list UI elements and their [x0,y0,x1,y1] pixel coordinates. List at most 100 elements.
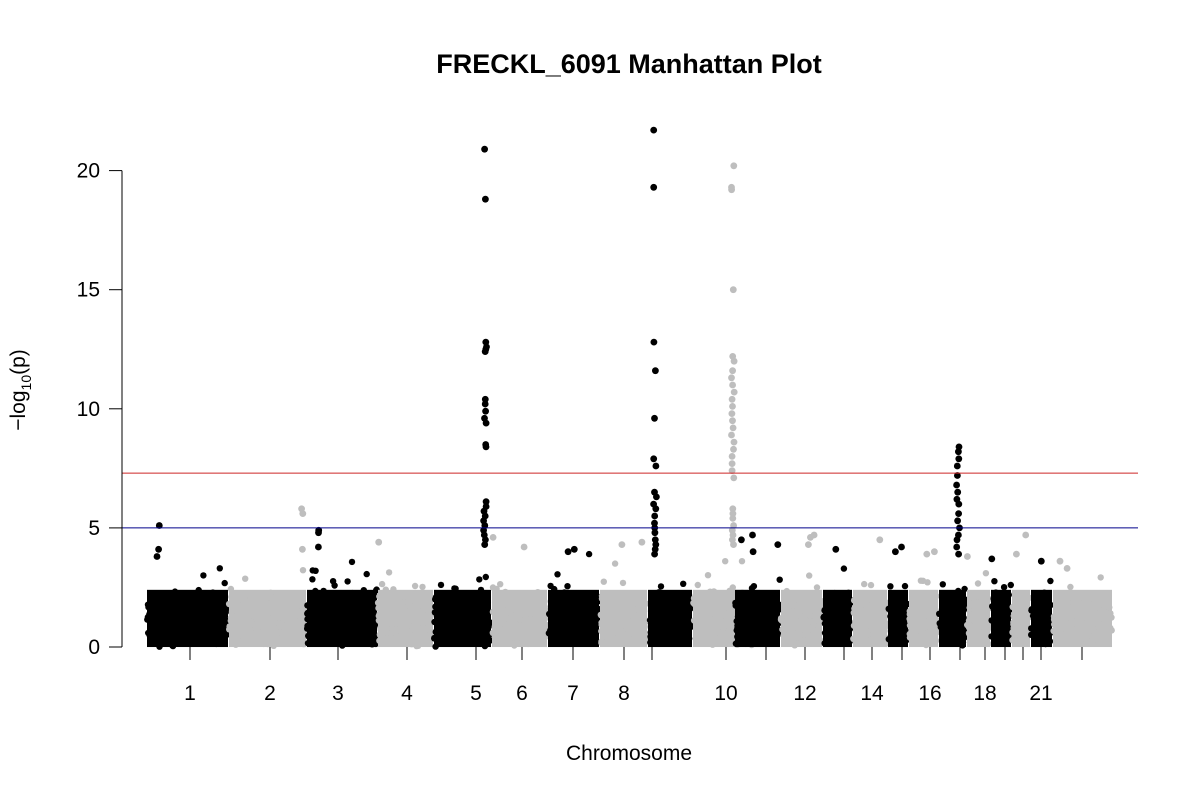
snp-point [162,603,169,610]
peak-point-chr7 [564,548,572,556]
snp-point [257,614,264,622]
snp-point [901,582,909,590]
peak-point-chr9 [650,455,658,463]
snp-point [1058,631,1066,639]
snp-point [755,619,762,626]
snp-point [584,606,591,613]
y-axis-label: −log10(p) [7,349,34,431]
snp-point [889,597,896,604]
snp-point [388,625,396,632]
snp-point [1006,612,1013,620]
snp-point [236,610,244,617]
snp-point [763,609,771,616]
snp-point [352,602,359,609]
snp-point [234,630,242,637]
chromosome-band-16 [906,577,941,649]
snp-point [1028,625,1035,632]
snp-point [936,610,943,617]
snp-point [247,618,255,625]
snp-point [299,590,307,598]
snp-point [1043,628,1050,636]
snp-point [360,606,367,613]
snp-point [567,638,574,645]
snp-point [944,600,951,607]
snp-point [309,576,316,583]
peak-point-chr10 [730,162,738,170]
snp-point [679,614,686,621]
peak-point-chr17 [955,455,963,463]
snp-point [763,616,771,623]
snp-point [918,621,925,629]
snp-point [383,634,391,642]
snp-point [974,616,981,623]
snp-point [348,558,356,566]
snp-point [344,578,351,585]
snp-point [752,612,760,619]
snp-point [221,603,228,611]
snp-point [741,618,749,626]
snp-point [752,627,759,635]
snp-point [221,579,228,587]
peak-point-chr11 [738,536,745,544]
snp-point [724,629,731,637]
snp-point [863,627,870,635]
snp-point [268,627,275,634]
snp-point [250,600,258,607]
snp-point [867,581,875,589]
snp-point [788,614,796,621]
snp-point [1078,625,1086,633]
snp-point [974,580,982,587]
snp-point [637,637,644,644]
x-tick-label: 8 [618,682,630,705]
snp-point [201,613,208,621]
chromosome-band-15 [885,582,911,648]
snp-point [704,634,711,641]
snp-point [360,614,368,621]
chart-title: FRECKL_6091 Manhattan Plot [436,49,822,79]
snp-point [455,635,463,642]
snp-point [850,609,857,616]
snp-point [1019,607,1027,614]
snp-point [842,629,850,636]
snp-point [377,625,384,632]
peak-point-chr9 [651,512,659,520]
snp-point [957,615,964,622]
peak-point-chr9 [651,529,659,537]
snp-point [748,585,756,592]
snp-point [838,633,845,640]
snp-point [742,607,749,614]
snp-point [456,624,464,632]
snp-point [565,604,572,611]
snp-point [953,603,961,611]
snp-point [555,612,562,620]
peak-point-chr8 [638,538,646,546]
snp-point [225,600,233,608]
snp-point [426,620,433,627]
snp-point [946,613,953,620]
snp-point [933,592,940,600]
snp-point [1063,609,1070,616]
snp-point [1096,615,1103,622]
x-tick-label: 16 [918,682,941,705]
snp-point [178,618,186,625]
snp-point [603,629,610,636]
snp-point [604,637,611,644]
peak-point-chr9 [653,493,660,501]
peak-point-chr1 [153,553,161,560]
snp-point [304,615,311,623]
snp-point [882,599,889,606]
snp-point [1099,597,1106,605]
snp-point [407,597,414,604]
snp-point [633,629,640,636]
snp-point [469,625,476,632]
snp-point [177,608,184,615]
snp-point [420,603,427,611]
snp-point [523,597,531,604]
snp-point [840,565,848,572]
snp-point [1035,605,1043,612]
snp-point [646,616,654,624]
snp-point [257,633,265,640]
snp-point [798,623,805,631]
snp-point [383,621,390,628]
snp-point [280,629,288,637]
